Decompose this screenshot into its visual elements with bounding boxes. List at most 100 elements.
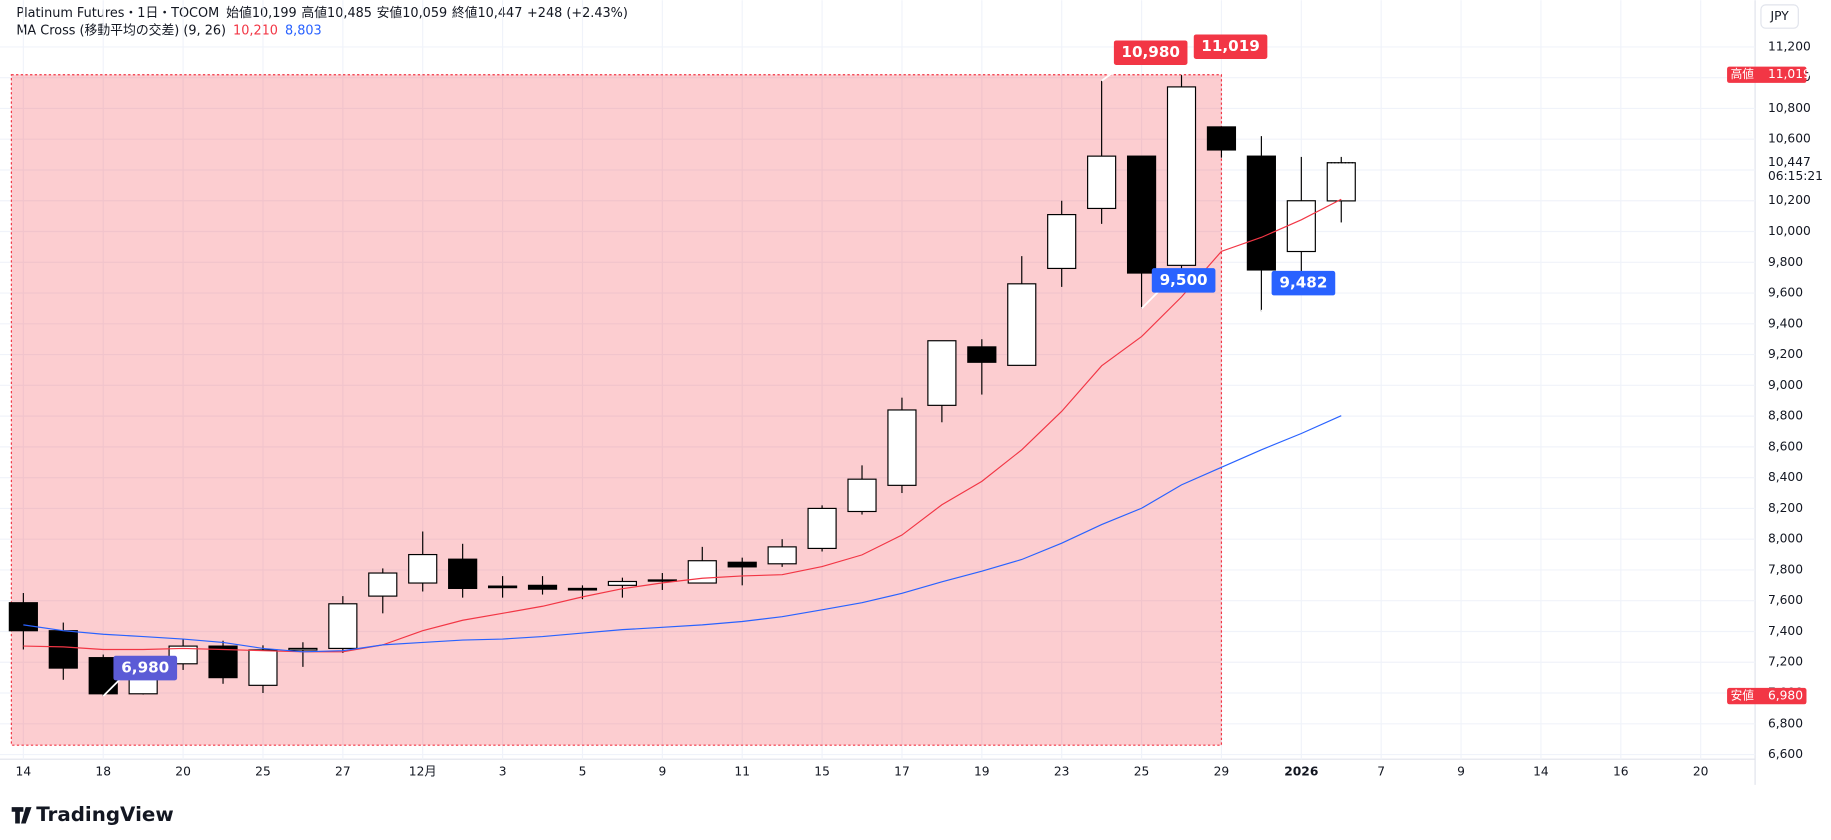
y-tick-label: 9,800 — [1768, 255, 1803, 269]
annotation-bg — [1271, 270, 1336, 296]
ma-line — [23, 415, 1342, 653]
y-tick-label: 10,600 — [1768, 132, 1811, 146]
candle-body — [767, 546, 797, 565]
countdown: 06:15:21 — [1768, 169, 1823, 183]
axis-badge-name: 高値 — [1731, 67, 1755, 81]
candle-body — [647, 579, 677, 582]
y-tick-label: 6,800 — [1768, 716, 1803, 730]
annotation-bg — [1193, 34, 1268, 59]
ma-fast: 10,210 — [233, 23, 278, 38]
brand: TradingView — [36, 803, 173, 826]
ma-line — [23, 198, 1342, 653]
x-tick-label: 19 — [974, 765, 990, 779]
candle-body — [1166, 86, 1197, 266]
candle-body — [368, 572, 398, 597]
annotation-text: 6,980 — [121, 659, 169, 677]
annotation-leader — [102, 676, 123, 697]
y-tick-label: 9,000 — [1768, 378, 1803, 392]
annotation-text: 9,482 — [1279, 274, 1327, 292]
y-tick-label: 7,400 — [1768, 624, 1803, 638]
candle-body — [607, 580, 637, 586]
candle-body — [448, 558, 478, 589]
annotation: 10,980 — [1113, 40, 1188, 65]
close: 終値10,447 — [452, 5, 523, 21]
y-tick-label: 8,400 — [1768, 470, 1803, 484]
candle-body — [527, 584, 558, 590]
candle-body — [1206, 126, 1237, 151]
y-tick-label: 10,800 — [1768, 101, 1811, 115]
candle-body — [408, 553, 438, 584]
candle-body — [328, 603, 358, 649]
x-tick-label: 3 — [499, 765, 507, 779]
candle-body — [1246, 155, 1276, 271]
symbol: Platinum Futures・1日・TOCOM — [16, 6, 219, 21]
candle-body — [48, 630, 78, 669]
candle-body — [1087, 155, 1117, 210]
x-tick-label: 7 — [1377, 765, 1385, 779]
ma-slow: 8,803 — [285, 23, 322, 38]
annotation: 11,019 — [1193, 34, 1268, 59]
high: 高値10,485 — [301, 5, 372, 21]
x-tick-label: 25 — [255, 765, 271, 779]
x-tick-label: 25 — [1134, 765, 1150, 779]
candle-body — [567, 587, 598, 591]
x-tick-label: 12月 — [409, 765, 437, 779]
x-tick-label: 9 — [658, 765, 666, 779]
candle-body — [807, 507, 837, 549]
y-tick-label: 8,600 — [1768, 439, 1803, 453]
annotation-bg — [1151, 268, 1216, 293]
candle-body — [1047, 214, 1077, 270]
x-tick-label: 11 — [734, 765, 750, 779]
grid — [0, 0, 1756, 760]
x-tick-label: 29 — [1214, 765, 1230, 779]
x-tick-label: 20 — [1693, 765, 1709, 779]
currency-box[interactable] — [1760, 4, 1799, 29]
x-tick-label: 14 — [16, 765, 32, 779]
candle-body — [208, 645, 238, 679]
annotation-text: 9,500 — [1160, 271, 1208, 289]
candle-body — [1286, 200, 1316, 253]
candle-body — [847, 478, 877, 513]
x-tick-label: 15 — [814, 765, 830, 779]
candle-body — [887, 409, 917, 486]
x-tick-label: 2026 — [1284, 765, 1318, 779]
currency: JPY — [1770, 9, 1790, 23]
candle-body — [967, 346, 997, 363]
x-tick-label: 27 — [335, 765, 351, 779]
y-tick-label: 10,000 — [1768, 224, 1811, 238]
y-tick-label: 7,600 — [1768, 593, 1803, 607]
x-tick-label: 17 — [894, 765, 910, 779]
x-tick-label: 9 — [1457, 765, 1465, 779]
y-tick-label: 7,800 — [1768, 562, 1803, 576]
x-tick-label: 14 — [1533, 765, 1549, 779]
axis-badge-label: 6,980 — [1768, 689, 1803, 703]
change: +248 (+2.43%) — [527, 6, 628, 21]
annotation-text: 11,019 — [1201, 37, 1260, 55]
y-tick-label: 9,600 — [1768, 286, 1803, 300]
annotation: 6,980 — [113, 655, 178, 681]
annotation-leader — [1101, 61, 1128, 82]
candle-body — [88, 657, 118, 695]
last-price-bg — [1758, 153, 1822, 182]
annotation-leader — [1180, 55, 1208, 76]
axis-badge: 高値 11,019 — [1727, 66, 1811, 83]
y-tick-label: 8,800 — [1768, 409, 1803, 423]
candle-body — [487, 585, 518, 589]
logo — [11, 807, 32, 824]
annotation-leader — [1140, 289, 1161, 310]
y-tick-label: 6,600 — [1768, 747, 1803, 761]
x-tick-label: 20 — [175, 765, 191, 779]
axis-badge-bg — [1727, 687, 1807, 705]
axis-badge-bg — [1727, 66, 1807, 83]
candle-body — [1007, 283, 1037, 366]
y-tick-label: 11,200 — [1768, 39, 1811, 53]
axis-badge-name: 安値 — [1731, 689, 1755, 703]
indicator: MA Cross (移動平均の交差) (9, 26) 10,210 8,803 — [16, 22, 321, 38]
axis-badge-label: 11,019 — [1768, 67, 1811, 81]
candle-body — [1326, 162, 1356, 202]
candle-body — [927, 340, 957, 406]
marks — [8, 74, 1356, 697]
annotation-bg — [113, 655, 178, 681]
y-tick-label: 7,200 — [1768, 655, 1803, 669]
